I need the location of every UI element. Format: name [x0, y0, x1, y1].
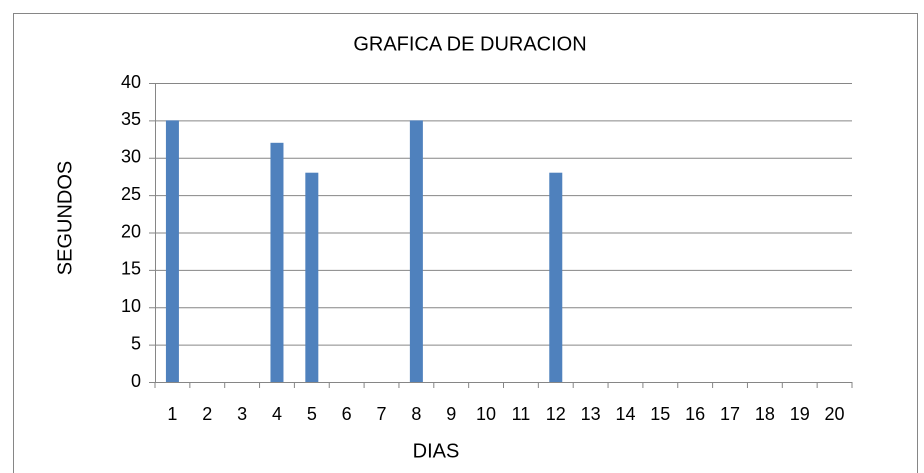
x-tick-label: 2	[202, 404, 212, 424]
x-tick-label: 10	[476, 404, 496, 424]
x-tick-label: 19	[790, 404, 810, 424]
y-axis-label: SEGUNDOS	[54, 161, 76, 275]
x-tick-label: 18	[755, 404, 775, 424]
x-tick-label: 5	[307, 404, 317, 424]
y-tick-label: 20	[121, 221, 141, 241]
chart-title: GRAFICA DE DURACION	[353, 33, 586, 55]
y-tick-label: 15	[121, 259, 141, 279]
x-tick-label: 20	[825, 404, 845, 424]
y-tick-label: 35	[121, 109, 141, 129]
x-tick-label: 7	[377, 404, 387, 424]
bar	[165, 120, 179, 382]
x-tick-label: 14	[615, 404, 635, 424]
y-tick-label: 10	[121, 296, 141, 316]
x-tick-label: 13	[581, 404, 601, 424]
x-tick-label: 15	[650, 404, 670, 424]
x-tick-label: 11	[512, 404, 531, 424]
x-axis-label: DIAS	[413, 440, 460, 462]
x-tick-label: 17	[720, 404, 740, 424]
bar	[305, 172, 319, 382]
bar	[409, 120, 423, 382]
x-tick-label: 16	[685, 404, 705, 424]
y-tick-label: 5	[131, 333, 141, 353]
x-tick-label: 4	[272, 404, 282, 424]
bar	[549, 172, 563, 382]
x-tick-label: 3	[237, 404, 247, 424]
chart-frame	[13, 13, 918, 473]
x-tick-label: 1	[167, 404, 177, 424]
y-tick-label: 30	[121, 147, 141, 167]
x-tick-label: 8	[411, 404, 421, 424]
x-tick-label: 9	[446, 404, 456, 424]
y-tick-label: 40	[121, 72, 141, 92]
x-tick-label: 6	[342, 404, 352, 424]
x-tick-label: 12	[546, 404, 566, 424]
bar	[270, 142, 284, 382]
y-tick-label: 25	[121, 184, 141, 204]
y-tick-label: 0	[131, 371, 141, 391]
